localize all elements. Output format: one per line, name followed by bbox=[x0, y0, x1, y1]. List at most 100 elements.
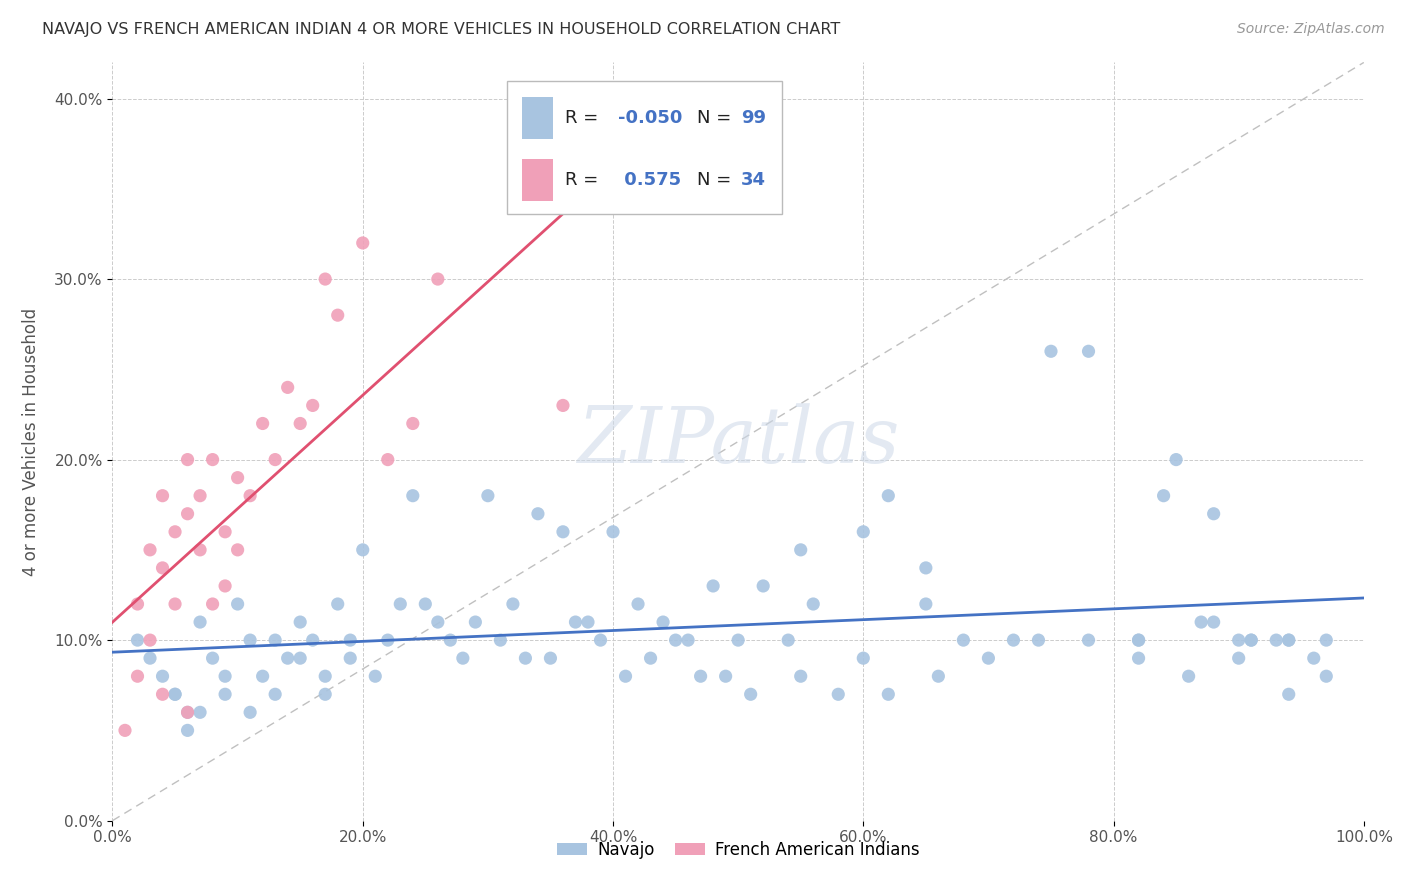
Point bbox=[188, 542, 211, 557]
Point bbox=[127, 597, 149, 611]
Point bbox=[1227, 651, 1250, 665]
Point bbox=[852, 651, 875, 665]
Point bbox=[1177, 669, 1199, 683]
Point bbox=[714, 669, 737, 683]
Point bbox=[163, 687, 186, 701]
Y-axis label: 4 or more Vehicles in Household: 4 or more Vehicles in Household bbox=[22, 308, 41, 575]
Point bbox=[1128, 633, 1150, 648]
Point bbox=[314, 687, 336, 701]
Point bbox=[602, 524, 624, 539]
Point bbox=[502, 597, 524, 611]
Point bbox=[927, 669, 949, 683]
Point bbox=[426, 615, 449, 629]
Point bbox=[752, 579, 775, 593]
Point bbox=[1077, 633, 1099, 648]
Point bbox=[188, 489, 211, 503]
Point bbox=[702, 579, 724, 593]
Point bbox=[252, 669, 274, 683]
Point bbox=[339, 651, 361, 665]
Point bbox=[139, 542, 162, 557]
Point bbox=[201, 452, 224, 467]
Point bbox=[301, 399, 323, 413]
Point bbox=[652, 615, 675, 629]
Point bbox=[277, 380, 299, 394]
Point bbox=[364, 669, 387, 683]
Point bbox=[477, 489, 499, 503]
Point bbox=[852, 524, 875, 539]
Text: 34: 34 bbox=[741, 171, 766, 189]
Point bbox=[915, 561, 938, 575]
Point bbox=[1227, 633, 1250, 648]
Text: R =: R = bbox=[565, 171, 605, 189]
Point bbox=[1240, 633, 1263, 648]
Point bbox=[214, 579, 236, 593]
Text: N =: N = bbox=[697, 171, 737, 189]
Point bbox=[426, 272, 449, 286]
Point bbox=[614, 669, 637, 683]
Point bbox=[402, 417, 425, 431]
FancyBboxPatch shape bbox=[522, 159, 553, 201]
Point bbox=[389, 597, 412, 611]
Point bbox=[214, 687, 236, 701]
Point bbox=[188, 615, 211, 629]
Point bbox=[1128, 651, 1150, 665]
Point bbox=[290, 417, 312, 431]
Point bbox=[439, 633, 461, 648]
Point bbox=[352, 542, 374, 557]
Point bbox=[139, 633, 162, 648]
Point bbox=[402, 489, 425, 503]
Point bbox=[489, 633, 512, 648]
Point bbox=[214, 524, 236, 539]
Point bbox=[163, 597, 186, 611]
Point bbox=[952, 633, 974, 648]
Point bbox=[564, 615, 586, 629]
Point bbox=[152, 687, 174, 701]
Point bbox=[201, 597, 224, 611]
Point bbox=[314, 272, 336, 286]
Point bbox=[201, 651, 224, 665]
Point bbox=[1153, 489, 1175, 503]
Point bbox=[352, 235, 374, 250]
Point bbox=[152, 561, 174, 575]
Text: N =: N = bbox=[697, 109, 737, 127]
Point bbox=[1278, 633, 1301, 648]
Point bbox=[790, 669, 813, 683]
Point bbox=[326, 597, 349, 611]
Point bbox=[163, 524, 186, 539]
Point bbox=[727, 633, 749, 648]
Point bbox=[277, 651, 299, 665]
Point bbox=[515, 651, 537, 665]
Point bbox=[1202, 615, 1225, 629]
Point bbox=[451, 651, 474, 665]
Point bbox=[252, 417, 274, 431]
Point bbox=[1278, 687, 1301, 701]
Point bbox=[176, 706, 198, 720]
Point bbox=[239, 633, 262, 648]
Point bbox=[576, 615, 599, 629]
FancyBboxPatch shape bbox=[522, 97, 553, 138]
Point bbox=[1265, 633, 1288, 648]
Point bbox=[290, 615, 312, 629]
Point bbox=[152, 669, 174, 683]
Point bbox=[1302, 651, 1324, 665]
Point bbox=[1028, 633, 1050, 648]
Point bbox=[1002, 633, 1025, 648]
Point bbox=[1315, 669, 1337, 683]
Point bbox=[226, 542, 249, 557]
Text: NAVAJO VS FRENCH AMERICAN INDIAN 4 OR MORE VEHICLES IN HOUSEHOLD CORRELATION CHA: NAVAJO VS FRENCH AMERICAN INDIAN 4 OR MO… bbox=[42, 22, 841, 37]
Point bbox=[413, 597, 436, 611]
Point bbox=[301, 633, 323, 648]
Point bbox=[977, 651, 1000, 665]
Point bbox=[339, 633, 361, 648]
Text: 0.575: 0.575 bbox=[619, 171, 681, 189]
Point bbox=[114, 723, 136, 738]
Point bbox=[163, 687, 186, 701]
Point bbox=[139, 651, 162, 665]
Point bbox=[226, 470, 249, 484]
Point bbox=[176, 452, 198, 467]
Point bbox=[790, 542, 813, 557]
Point bbox=[538, 651, 561, 665]
Point bbox=[176, 706, 198, 720]
Point bbox=[176, 723, 198, 738]
Point bbox=[377, 633, 399, 648]
